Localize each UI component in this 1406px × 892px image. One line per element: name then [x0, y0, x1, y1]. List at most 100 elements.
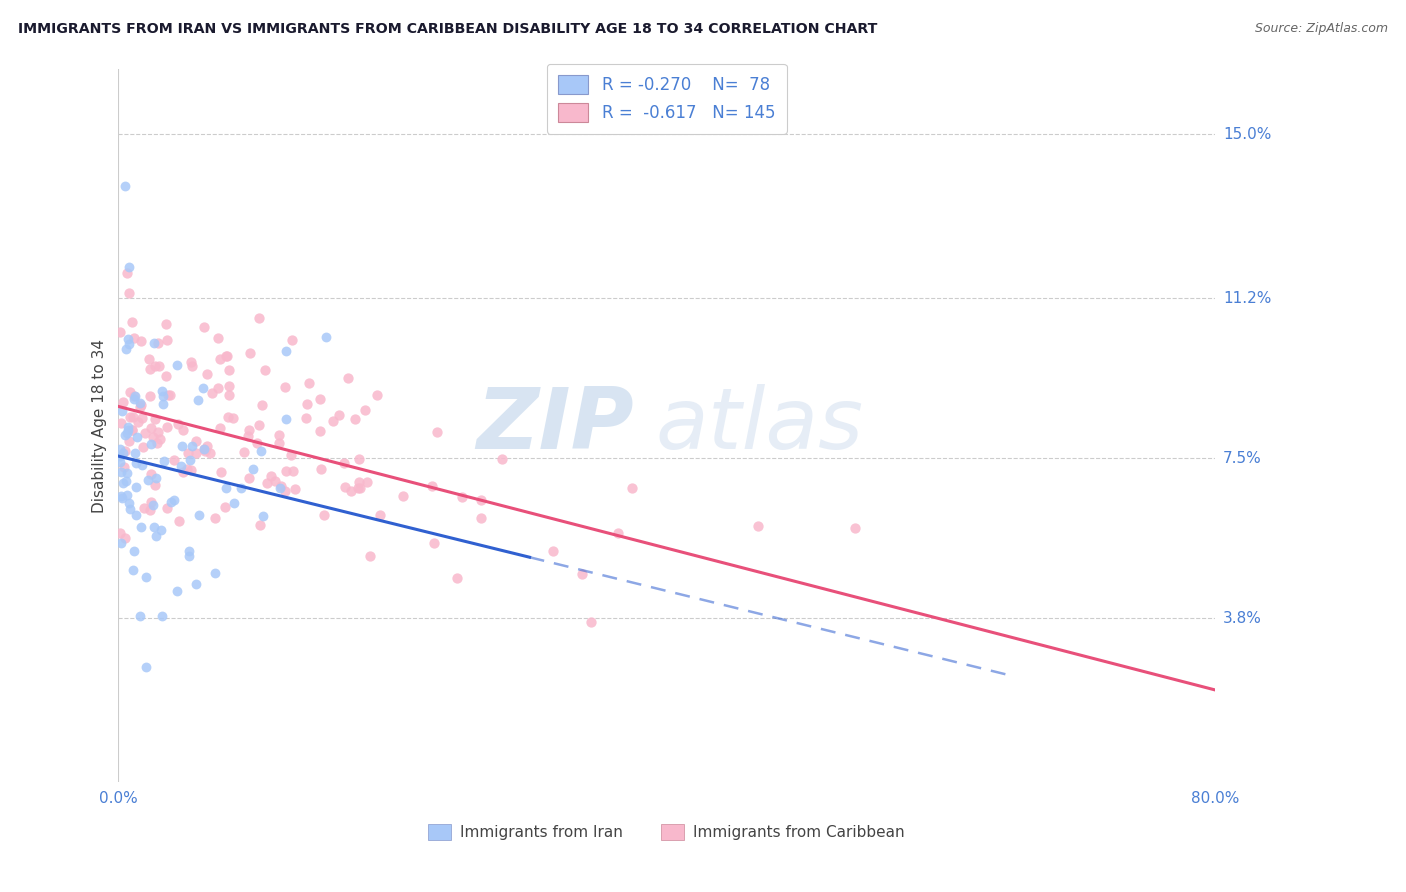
Point — [121, 315, 143, 329]
Point — [111, 395, 134, 409]
Y-axis label: Disability Age 18 to 34: Disability Age 18 to 34 — [93, 339, 107, 513]
Point — [143, 336, 166, 351]
Point — [139, 389, 162, 403]
Point — [141, 437, 163, 451]
Point — [218, 362, 240, 376]
Point — [233, 445, 256, 459]
Point — [118, 336, 141, 351]
Point — [215, 482, 238, 496]
Point — [346, 481, 368, 495]
Point — [280, 448, 302, 462]
Point — [118, 410, 141, 425]
Point — [581, 615, 603, 629]
Point — [129, 609, 152, 624]
Point — [450, 490, 472, 504]
Point — [204, 511, 226, 525]
Point — [274, 484, 297, 499]
Point — [110, 536, 132, 550]
Point — [121, 423, 143, 437]
Point — [179, 453, 201, 467]
Point — [117, 332, 139, 346]
Point — [209, 466, 232, 480]
Point — [187, 393, 209, 408]
Point — [607, 526, 630, 541]
Point — [315, 330, 337, 344]
Point — [333, 456, 356, 470]
Point — [179, 543, 201, 558]
Point — [229, 481, 252, 495]
Point — [108, 455, 131, 469]
Point — [118, 502, 141, 516]
Legend: R = -0.270    N=  78, R =  -0.617   N= 145: R = -0.270 N= 78, R = -0.617 N= 145 — [547, 63, 787, 134]
Point — [426, 425, 449, 439]
Point — [247, 310, 270, 325]
Point — [177, 446, 200, 460]
Point — [311, 462, 333, 476]
Point — [193, 320, 215, 334]
Point — [125, 508, 148, 522]
Point — [260, 468, 283, 483]
Point — [118, 286, 141, 301]
Point — [138, 351, 160, 366]
Point — [180, 463, 202, 477]
Point — [747, 518, 769, 533]
Point — [163, 493, 186, 508]
Point — [143, 478, 166, 492]
Point — [139, 467, 162, 481]
Point — [131, 411, 153, 425]
Point — [135, 659, 157, 673]
Point — [117, 420, 139, 434]
Point — [117, 423, 139, 437]
Point — [295, 397, 318, 411]
Point — [347, 475, 370, 490]
Point — [127, 415, 149, 429]
Point — [308, 392, 330, 407]
Text: ZIP: ZIP — [477, 384, 634, 467]
Point — [186, 577, 208, 591]
Point — [298, 376, 321, 391]
Point — [122, 331, 145, 345]
Point — [238, 423, 260, 437]
Point — [122, 543, 145, 558]
Point — [188, 508, 211, 523]
Point — [114, 179, 136, 194]
Point — [349, 481, 371, 495]
Point — [156, 419, 179, 434]
Point — [356, 475, 378, 490]
Point — [108, 526, 131, 541]
Point — [195, 438, 218, 452]
Point — [115, 488, 138, 502]
Point — [142, 498, 165, 512]
Point — [142, 429, 165, 443]
Point — [274, 464, 297, 478]
Point — [134, 425, 156, 440]
Point — [249, 518, 271, 533]
Text: Source: ZipAtlas.com: Source: ZipAtlas.com — [1254, 22, 1388, 36]
Point — [118, 496, 141, 510]
Point — [254, 363, 277, 377]
Point — [217, 409, 239, 424]
Point — [541, 544, 564, 558]
Point — [159, 494, 181, 508]
Point — [145, 529, 167, 543]
Point — [150, 523, 173, 537]
Point — [163, 452, 186, 467]
Point — [360, 549, 382, 564]
Point — [209, 351, 232, 366]
Point — [132, 500, 155, 515]
Point — [121, 423, 143, 437]
Point — [201, 385, 224, 400]
Point — [392, 489, 415, 503]
Point — [110, 416, 132, 430]
Point — [322, 414, 344, 428]
Point — [115, 466, 138, 480]
Point — [312, 508, 335, 523]
Point — [111, 491, 134, 505]
Point — [138, 503, 160, 517]
Text: 11.2%: 11.2% — [1223, 291, 1271, 306]
Point — [366, 387, 388, 401]
Point — [571, 566, 593, 581]
Point — [131, 458, 153, 472]
Point — [124, 446, 146, 460]
Point — [347, 451, 370, 466]
